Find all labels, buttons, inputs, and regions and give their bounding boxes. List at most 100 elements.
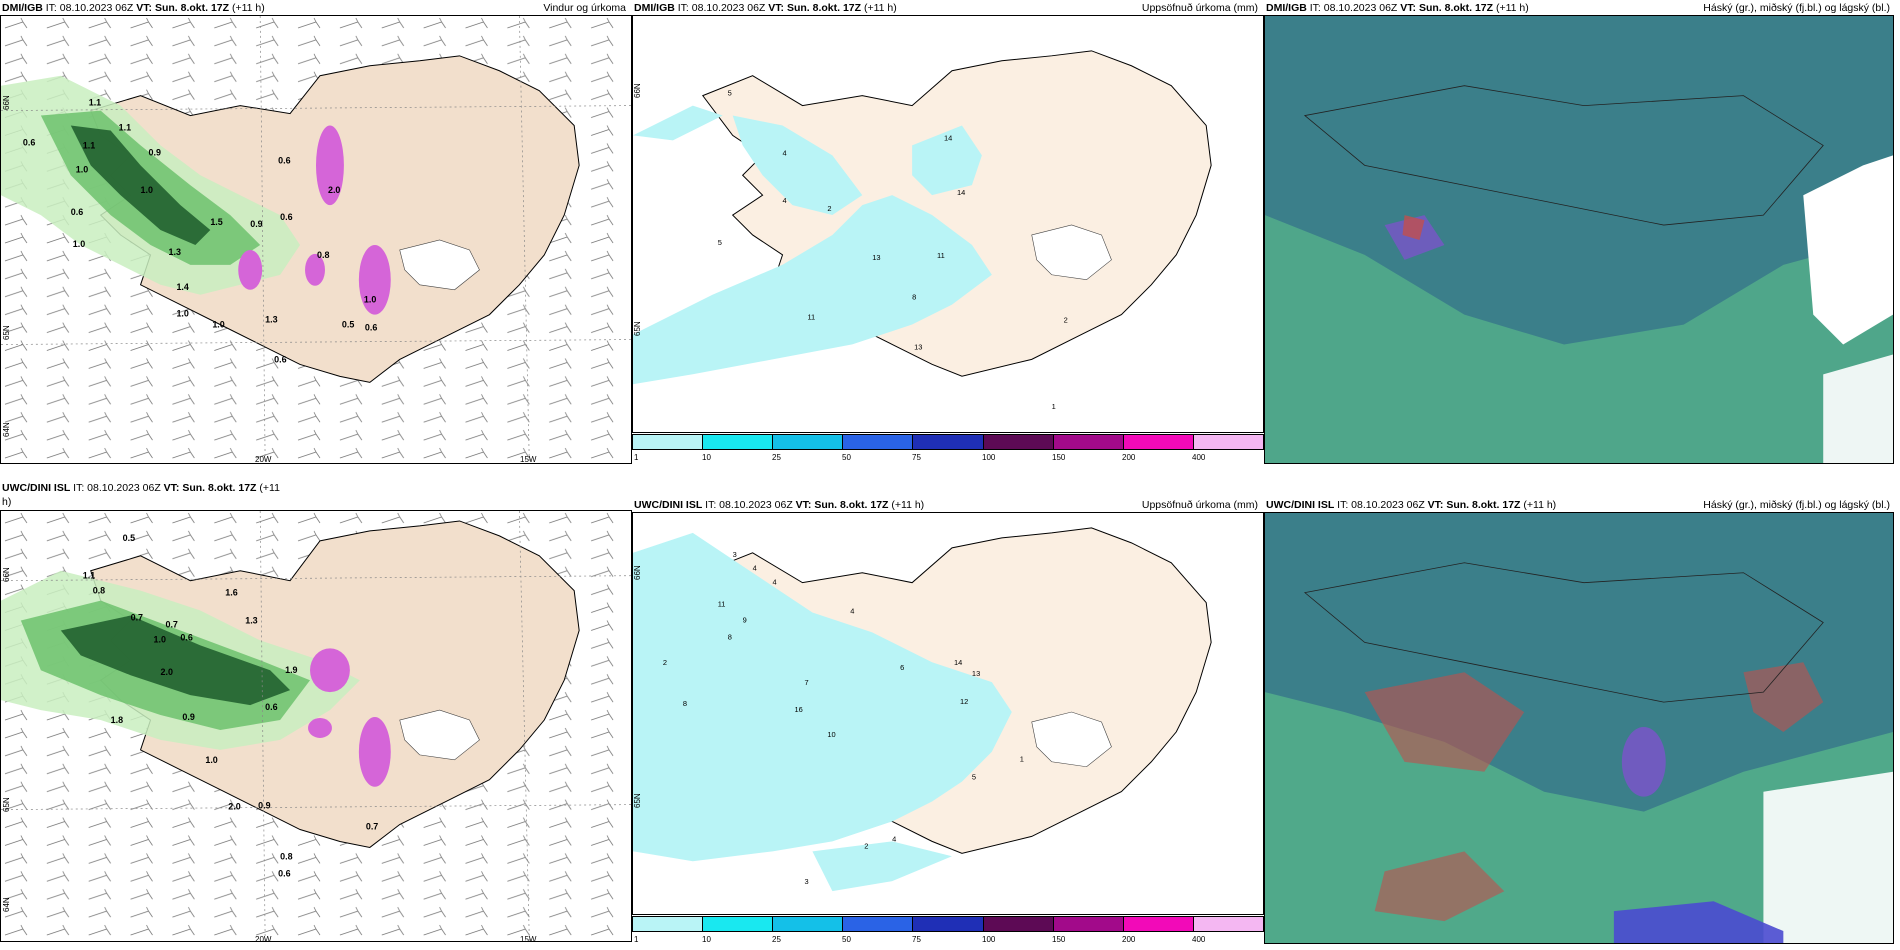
wind-label: 0.9 [182,712,194,722]
legend-label: 50 [842,453,851,462]
precip-label: 6 [900,663,904,672]
legend-swatch [983,435,1054,449]
lat-label-66: 66N [2,567,11,582]
wind-label: 0.9 [149,147,161,157]
glacier-white [1031,224,1112,281]
lat-label-65: 65N [633,793,642,808]
legend-swatch [1053,917,1124,931]
precip-magenta-4 [305,253,325,286]
legend-label: 75 [912,935,921,944]
precip-label: 5 [728,89,732,98]
precip-label: 4 [783,196,787,205]
wind-label: 1.3 [168,247,180,257]
precip-magenta-3 [238,249,263,290]
wind-label: 1.5 [210,217,222,227]
legend-swatch [913,917,984,931]
wind-label: 0.8 [317,250,329,260]
map-wind-precip: 1.1 0.6 1.1 1.1 0.9 1.0 0.6 0.6 2.0 1.0 … [0,15,632,464]
precip-label: 8 [912,293,916,302]
wind-label: 0.6 [71,207,83,217]
precip-cyan [633,195,992,385]
legend-label: 10 [702,453,711,462]
precip-label: 1 [1052,402,1056,411]
precip-label: 4 [783,148,787,157]
legend-label: 100 [982,453,996,462]
legend-swatch [1053,435,1124,449]
lat-label-64: 64N [2,422,11,437]
precip-label: 9 [743,615,747,624]
precip-label: 5 [718,238,722,247]
precip-green-dark [60,615,291,706]
wind-label: 1.0 [176,309,188,319]
legend-swatch [843,917,914,931]
precip-label: 1 [1020,755,1024,764]
panel-subtitle: Uppsöfnuð úrkoma (mm) [1141,2,1258,14]
wind-label: 1.1 [83,140,95,150]
wind-label: 0.6 [278,868,290,878]
wind-label: 0.7 [131,612,143,622]
legend-label: 50 [842,935,851,944]
wind-label: 1.6 [225,588,237,598]
lon-label-20w: 20W [255,935,272,944]
precip-magenta-2 [358,717,391,787]
legend-label: 200 [1122,935,1136,944]
legend-label: 1 [634,453,639,462]
wind-label: 0.7 [366,822,378,832]
wind-label: 2.0 [328,185,340,195]
wind-label: 0.8 [280,851,292,861]
precip-label: 12 [960,697,968,706]
legend-swatch [983,917,1054,931]
precip-label: 7 [804,678,808,687]
panel-title: DMI/IGB IT: 08.10.2023 06Z VT: Sun. 8.ok… [2,2,265,14]
legend-swatch [1123,917,1194,931]
map-wind-precip: 0.5 1.1 0.8 0.7 0.7 1.0 0.6 1.6 1.3 2.0 … [0,510,632,942]
precip-colorbar [632,434,1264,450]
legend-label: 75 [912,453,921,462]
precip-label: 5 [972,773,976,782]
panel-wind-precip-uwc: UWC/DINI ISL IT: 08.10.2023 06Z VT: Sun.… [0,482,632,950]
precip-label: 8 [728,632,732,641]
wind-label: 0.6 [180,632,192,642]
lon-label-15w: 15W [520,455,537,464]
legend-swatch [1193,917,1263,931]
legend-swatch [633,435,704,449]
precip-cyan-2 [732,115,863,216]
precip-label: 8 [683,699,687,708]
precip-cyan-4 [633,105,723,141]
map-clouds [1264,15,1894,464]
wind-label: 0.6 [280,212,292,222]
legend-label: 150 [1052,935,1066,944]
glacier-white [399,709,480,761]
precip-label: 3 [733,550,737,559]
panel-title: UWC/DINI ISL IT: 08.10.2023 06Z VT: Sun.… [634,499,925,511]
legend-swatch [1193,435,1263,449]
panel-subtitle: Háský (gr.), miðský (fj.bl.) og lágský (… [1703,2,1890,14]
legend-swatch [913,435,984,449]
wind-label: 1.0 [141,185,153,195]
wind-label: 0.8 [93,586,105,596]
precip-label: 11 [718,600,726,609]
panel-subtitle: Háský (gr.), miðský (fj.bl.) og lágský (… [1703,499,1890,511]
wind-label: 1.0 [73,239,85,249]
precip-label: 14 [954,658,962,667]
legend-label: 400 [1192,935,1206,944]
precip-cyan-3 [912,125,982,196]
legend-label: 400 [1192,453,1206,462]
wind-label: 1.9 [285,665,297,675]
wind-label: 0.9 [258,801,270,811]
wind-label: 0.6 [365,323,377,333]
precip-label: 13 [914,342,922,351]
legend-swatch [1123,435,1194,449]
wind-label: 1.1 [119,122,131,132]
wind-label: 1.0 [364,295,376,305]
precip-label: 2 [663,658,667,667]
legend-swatch [703,917,774,931]
legend-label: 200 [1122,453,1136,462]
wind-label: 1.0 [154,634,166,644]
wind-label: 1.1 [83,571,95,581]
lat-label-66: 66N [633,83,642,98]
panel-title-wrap: h) [2,496,12,508]
wind-label: 0.9 [250,219,262,229]
wind-label: 0.5 [123,533,135,543]
wind-label: 0.6 [265,702,277,712]
